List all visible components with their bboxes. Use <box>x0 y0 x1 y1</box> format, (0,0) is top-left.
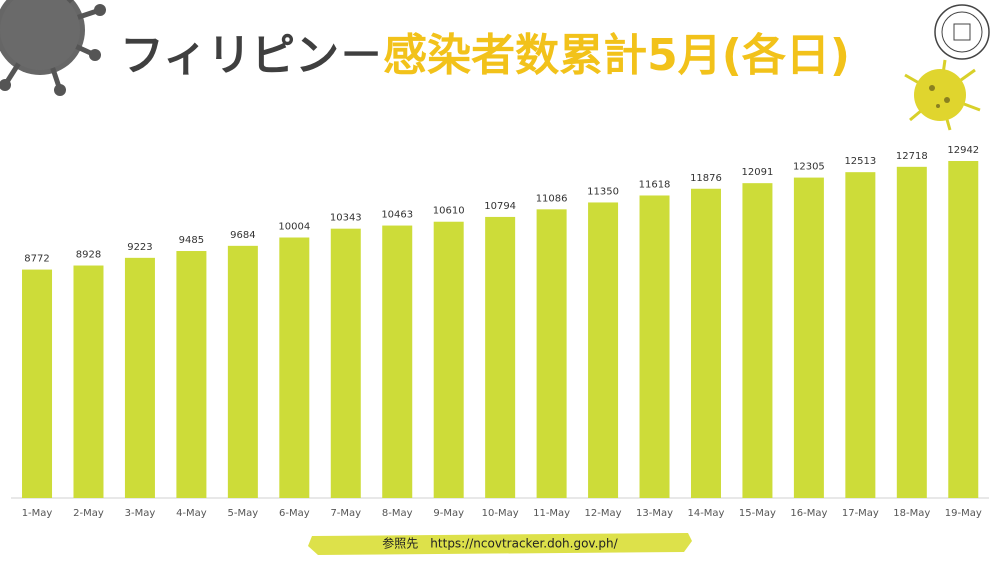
x-tick-label: 2-May <box>73 508 104 519</box>
value-label: 11350 <box>587 186 619 197</box>
bar <box>227 245 258 498</box>
x-tick-label: 12-May <box>585 508 622 519</box>
value-label: 12305 <box>793 162 825 173</box>
bar <box>588 202 619 499</box>
value-label: 12091 <box>742 167 774 178</box>
x-tick-label: 3-May <box>125 508 156 519</box>
value-label: 10610 <box>433 206 465 217</box>
chart-title: フィリピン－感染者数累計5月(各日) <box>120 30 850 81</box>
x-tick-label: 4-May <box>176 508 207 519</box>
value-label: 12718 <box>896 151 928 162</box>
bar <box>896 166 927 498</box>
bar <box>433 221 464 498</box>
bar <box>176 251 207 498</box>
x-tick-label: 13-May <box>636 508 673 519</box>
value-label: 12942 <box>947 145 979 156</box>
virus-yellow <box>904 59 981 131</box>
value-label: 11618 <box>639 179 671 190</box>
value-label: 8928 <box>76 250 101 261</box>
bar <box>948 161 979 498</box>
virus-gray <box>0 0 106 96</box>
x-tick-label: 7-May <box>330 508 361 519</box>
x-tick-label: 11-May <box>533 508 570 519</box>
x-tick-label: 1-May <box>22 508 53 519</box>
bar <box>845 172 876 498</box>
value-label: 12513 <box>844 156 876 167</box>
bar <box>536 209 567 498</box>
value-label: 10463 <box>381 210 413 221</box>
value-label: 10004 <box>278 222 310 233</box>
value-label: 11086 <box>536 193 568 204</box>
bar <box>485 216 516 498</box>
x-tick-label: 6-May <box>279 508 310 519</box>
title-part: 感染者数累計5月(各日) <box>383 30 850 81</box>
x-tick-label: 17-May <box>842 508 879 519</box>
x-tick-label: 10-May <box>482 508 519 519</box>
bar <box>124 257 155 498</box>
x-tick-label: 16-May <box>790 508 827 519</box>
bar <box>73 265 104 498</box>
logo <box>934 4 990 60</box>
x-tick-label: 5-May <box>228 508 259 519</box>
value-label: 9684 <box>230 230 255 241</box>
value-label: 10794 <box>484 201 516 212</box>
bar <box>793 177 824 498</box>
value-label: 9223 <box>127 242 152 253</box>
value-label: 10343 <box>330 213 362 224</box>
value-label: 8772 <box>24 254 49 265</box>
source: 参照先 https://ncovtracker.doh.gov.ph/ <box>382 536 618 551</box>
x-tick-label: 18-May <box>893 508 930 519</box>
bar <box>22 269 53 498</box>
bar <box>330 228 361 498</box>
bar <box>742 183 773 498</box>
bar <box>690 188 721 498</box>
bar <box>639 195 670 499</box>
x-tick-label: 9-May <box>433 508 464 519</box>
x-tick-label: 8-May <box>382 508 413 519</box>
x-tick-label: 15-May <box>739 508 776 519</box>
value-label: 9485 <box>179 235 204 246</box>
title-part: フィリピン－ <box>120 30 383 81</box>
x-tick-label: 19-May <box>945 508 982 519</box>
bar <box>382 225 413 498</box>
value-label: 11876 <box>690 173 722 184</box>
source-banner <box>308 533 692 555</box>
x-tick-label: 14-May <box>687 508 724 519</box>
bar <box>279 237 310 498</box>
